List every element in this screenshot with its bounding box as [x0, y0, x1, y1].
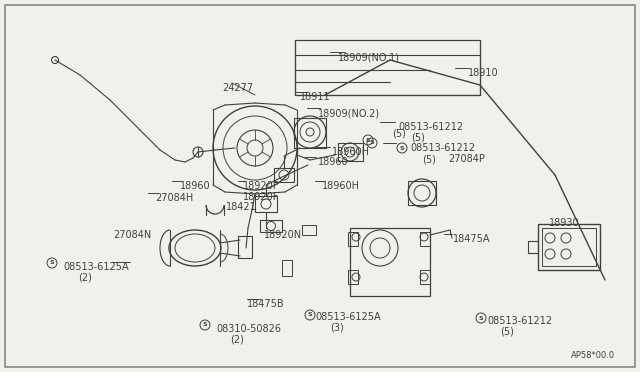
- Bar: [260, 220, 282, 232]
- Text: 18920F: 18920F: [243, 192, 280, 202]
- Text: AP58*00.0: AP58*00.0: [571, 351, 615, 360]
- Text: 27084P: 27084P: [448, 154, 485, 164]
- Text: S: S: [50, 260, 54, 266]
- Text: S: S: [479, 315, 483, 321]
- Text: 18909(NO.2): 18909(NO.2): [318, 108, 380, 118]
- Bar: [348, 270, 358, 284]
- Bar: [295, 40, 480, 95]
- Text: 08513-61212: 08513-61212: [487, 316, 552, 326]
- Text: 18960: 18960: [318, 157, 349, 167]
- Text: 18475A: 18475A: [453, 234, 490, 244]
- Text: 18475B: 18475B: [247, 299, 285, 309]
- Text: S: S: [308, 312, 312, 317]
- Text: (5): (5): [411, 133, 425, 143]
- Bar: [420, 232, 430, 246]
- Text: S: S: [365, 138, 371, 142]
- Text: S: S: [400, 145, 404, 151]
- Text: S: S: [203, 323, 207, 327]
- Text: (5): (5): [500, 327, 514, 337]
- Text: 08513-61212: 08513-61212: [398, 122, 463, 132]
- Text: 27084H: 27084H: [155, 193, 193, 203]
- Text: 18960H: 18960H: [322, 181, 360, 191]
- Text: (2): (2): [78, 273, 92, 283]
- Text: 27084N: 27084N: [113, 230, 151, 240]
- Bar: [542, 228, 596, 266]
- Bar: [420, 270, 430, 284]
- Text: 08310-50826: 08310-50826: [216, 324, 281, 334]
- Text: 08513-6125A: 08513-6125A: [63, 262, 129, 272]
- Text: (5): (5): [422, 154, 436, 164]
- Bar: [350, 228, 430, 296]
- Bar: [538, 224, 600, 270]
- Text: 18920N: 18920N: [264, 230, 302, 240]
- Text: (3): (3): [330, 323, 344, 333]
- Bar: [302, 225, 316, 235]
- Bar: [282, 260, 292, 276]
- Bar: [274, 168, 294, 182]
- Text: 18421: 18421: [226, 202, 257, 212]
- Bar: [348, 232, 358, 246]
- Text: 18930: 18930: [549, 218, 580, 228]
- Bar: [408, 181, 436, 205]
- Text: 18911: 18911: [300, 92, 331, 102]
- Text: 18909(NO.1): 18909(NO.1): [338, 52, 400, 62]
- Text: 18960H: 18960H: [332, 147, 370, 157]
- Text: 24277: 24277: [222, 83, 253, 93]
- Text: (2): (2): [230, 335, 244, 345]
- Text: 18920F: 18920F: [243, 181, 280, 191]
- Text: 18960: 18960: [180, 181, 211, 191]
- Text: (5): (5): [392, 128, 406, 138]
- Text: 08513-61212: 08513-61212: [410, 143, 475, 153]
- Text: S: S: [370, 141, 374, 145]
- Bar: [238, 236, 252, 258]
- Bar: [255, 196, 277, 212]
- Text: 18910: 18910: [468, 68, 499, 78]
- Text: 08513-6125A: 08513-6125A: [315, 312, 381, 322]
- Bar: [338, 143, 363, 161]
